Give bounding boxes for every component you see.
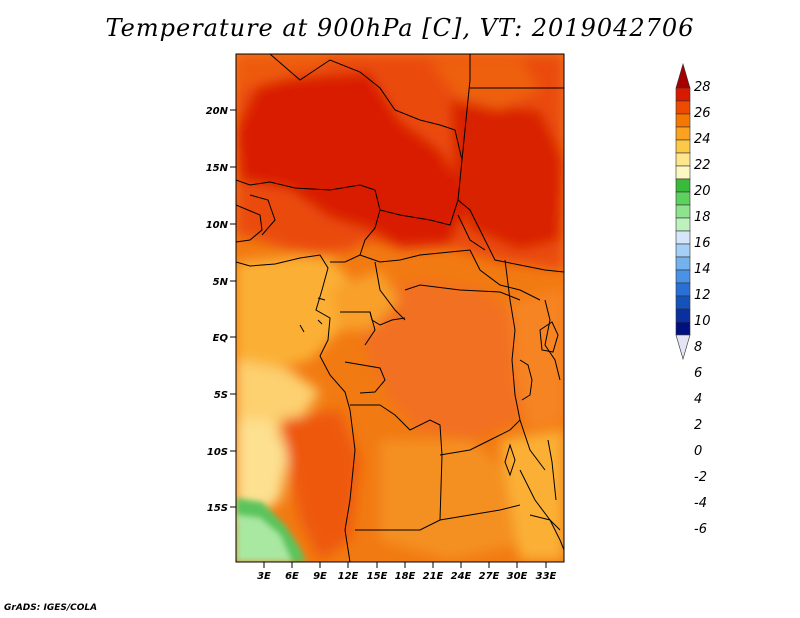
lon-tick-label: 30E (507, 571, 528, 582)
lon-tick-label: 12E (338, 571, 359, 582)
colorbar-swatch (675, 178, 691, 193)
colorbar-swatch (675, 165, 691, 180)
colorbar-label: -6 (694, 522, 707, 537)
longitude-axis (263, 562, 547, 568)
colorbar-label: -2 (694, 470, 707, 485)
colorbar-swatch (675, 230, 691, 245)
lon-tick-label: 27E (479, 571, 500, 582)
map-title: Temperature at 900hPa [C], VT: 201904270… (105, 14, 695, 42)
country-borders (236, 54, 564, 562)
colorbar-swatch (675, 256, 691, 271)
colorbar-swatch (675, 126, 691, 141)
lat-tick-label: 15N (206, 163, 229, 174)
colorbar-swatch (675, 295, 691, 310)
colorbar-label: 24 (694, 132, 711, 147)
colorbar-label: 26 (694, 106, 711, 121)
colorbar-label: 18 (694, 210, 711, 225)
grads-credit: GrADS: IGES/COLA (4, 603, 98, 613)
colorbar-swatch (675, 282, 691, 297)
lon-tick-label: 21E (423, 571, 444, 582)
colorbar-swatch (675, 243, 691, 258)
lon-tick-label: 33E (536, 571, 557, 582)
colorbar-label: 2 (694, 418, 702, 433)
colorbar-label: 20 (694, 184, 711, 199)
lat-tick-label: 15S (207, 503, 228, 514)
colorbar-swatch (675, 269, 691, 284)
colorbar (675, 62, 691, 361)
colorbar-label: 8 (694, 340, 702, 355)
colorbar-swatch (675, 139, 691, 154)
colorbar-label: 6 (694, 366, 702, 381)
colorbar-label: 10 (694, 314, 711, 329)
colorbar-label: 0 (694, 444, 702, 459)
colorbar-label: 12 (694, 288, 711, 303)
colorbar-label: 14 (694, 262, 711, 277)
lat-tick-label: 10S (207, 447, 228, 458)
lat-tick-label: 5S (214, 390, 228, 401)
colorbar-label: 22 (694, 158, 711, 173)
colorbar-label: 28 (694, 80, 711, 95)
colorbar-swatch (675, 321, 691, 336)
colorbar-swatch (675, 113, 691, 128)
lat-tick-label: 10N (206, 220, 229, 231)
colorbar-swatch (675, 308, 691, 323)
colorbar-swatch (675, 152, 691, 167)
temperature-field (236, 54, 564, 562)
lon-tick-label: 6E (285, 571, 299, 582)
lat-tick-label: 5N (213, 277, 229, 288)
colorbar-swatch (675, 191, 691, 206)
colorbar-label: 4 (694, 392, 702, 407)
colorbar-min-arrow (675, 334, 691, 361)
lon-tick-label: 3E (257, 571, 271, 582)
latitude-axis (230, 109, 236, 508)
map-frame (235, 53, 565, 563)
lon-tick-label: 18E (395, 571, 416, 582)
colorbar-swatch (675, 217, 691, 232)
colorbar-label: -4 (694, 496, 707, 511)
colorbar-max-arrow (675, 62, 691, 89)
lat-tick-label: EQ (213, 333, 229, 344)
lon-tick-label: 9E (313, 571, 327, 582)
lon-tick-label: 15E (367, 571, 388, 582)
colorbar-label: 16 (694, 236, 711, 251)
colorbar-swatch (675, 87, 691, 102)
lat-tick-label: 20N (206, 106, 229, 117)
colorbar-swatch (675, 204, 691, 219)
lon-tick-label: 24E (451, 571, 472, 582)
colorbar-swatch (675, 100, 691, 115)
